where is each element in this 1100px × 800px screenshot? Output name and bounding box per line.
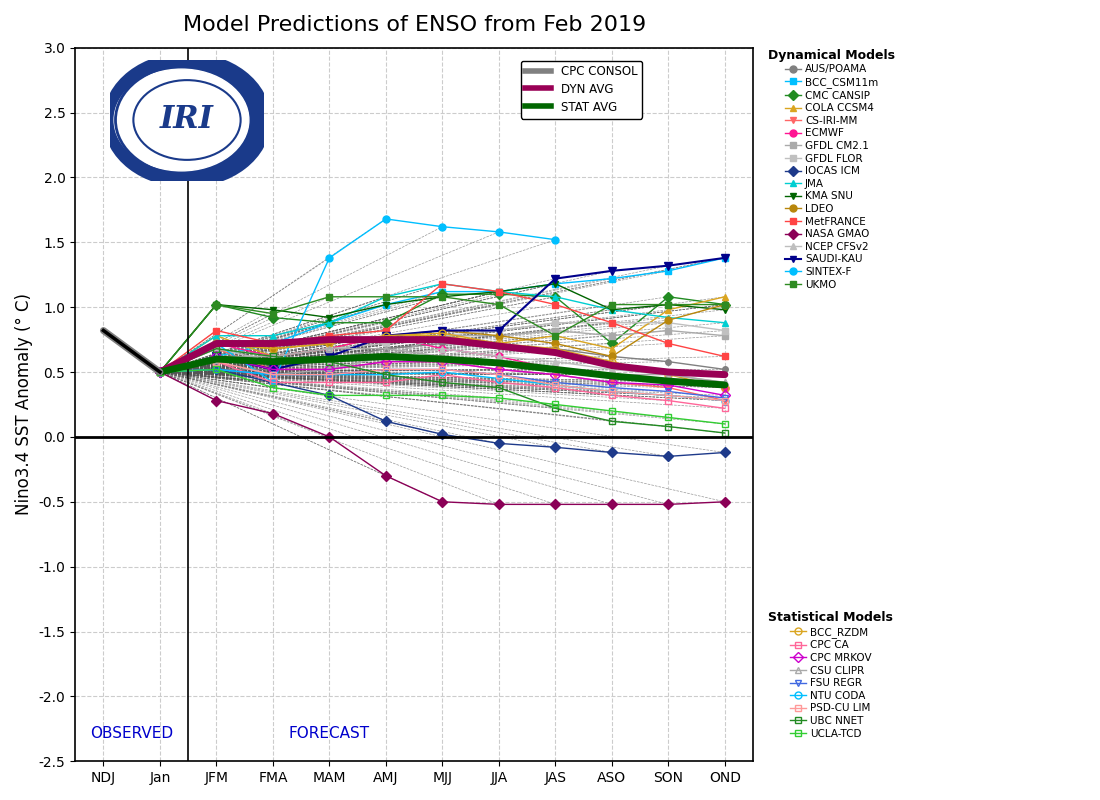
Legend: BCC_RZDM, CPC CA, CPC MRKOV, CSU CLIPR, FSU REGR, NTU CODA, PSD-CU LIM, UBC NNET: BCC_RZDM, CPC CA, CPC MRKOV, CSU CLIPR, …: [766, 608, 896, 742]
Text: OBSERVED: OBSERVED: [90, 726, 173, 741]
Text: FORECAST: FORECAST: [289, 726, 370, 741]
Y-axis label: Nino3.4 SST Anomaly (° C): Nino3.4 SST Anomaly (° C): [15, 294, 33, 515]
Ellipse shape: [116, 65, 258, 175]
Title: Model Predictions of ENSO from Feb 2019: Model Predictions of ENSO from Feb 2019: [183, 15, 646, 35]
Ellipse shape: [114, 69, 249, 171]
Text: IRI: IRI: [161, 105, 213, 135]
